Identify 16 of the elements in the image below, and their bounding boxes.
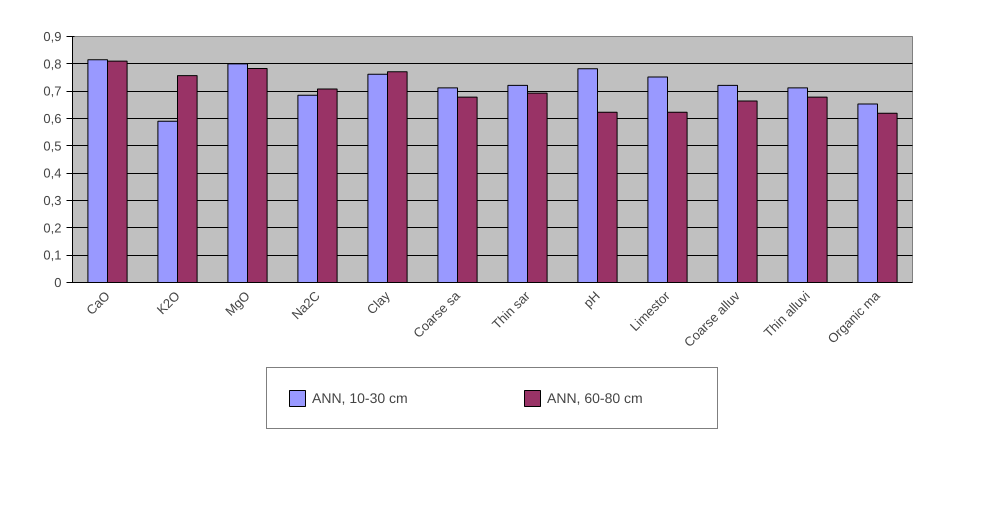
x-tick-label: Clay xyxy=(364,288,394,318)
y-tick-label: 0,1 xyxy=(43,248,62,263)
legend-label: ANN, 10-30 cm xyxy=(312,390,409,406)
y-tick-label: 0,5 xyxy=(43,138,62,154)
x-tick-label: CaO xyxy=(83,288,113,318)
y-tick-label: 0,7 xyxy=(43,84,62,99)
y-tick-label: 0,2 xyxy=(43,220,62,236)
y-tick-label: 0,6 xyxy=(43,111,62,126)
y-tick-label: 0,3 xyxy=(43,193,62,208)
legend-label: ANN, 60-80 cm xyxy=(547,390,644,406)
y-tick-label: 0 xyxy=(54,275,62,290)
y-tick-label: 0,8 xyxy=(43,56,62,72)
x-tick-label: pH xyxy=(580,288,603,311)
y-tick-label: 0,4 xyxy=(43,166,62,181)
y-tick-label: 0,9 xyxy=(43,29,62,44)
x-tick-label: Thin sar xyxy=(488,288,534,332)
